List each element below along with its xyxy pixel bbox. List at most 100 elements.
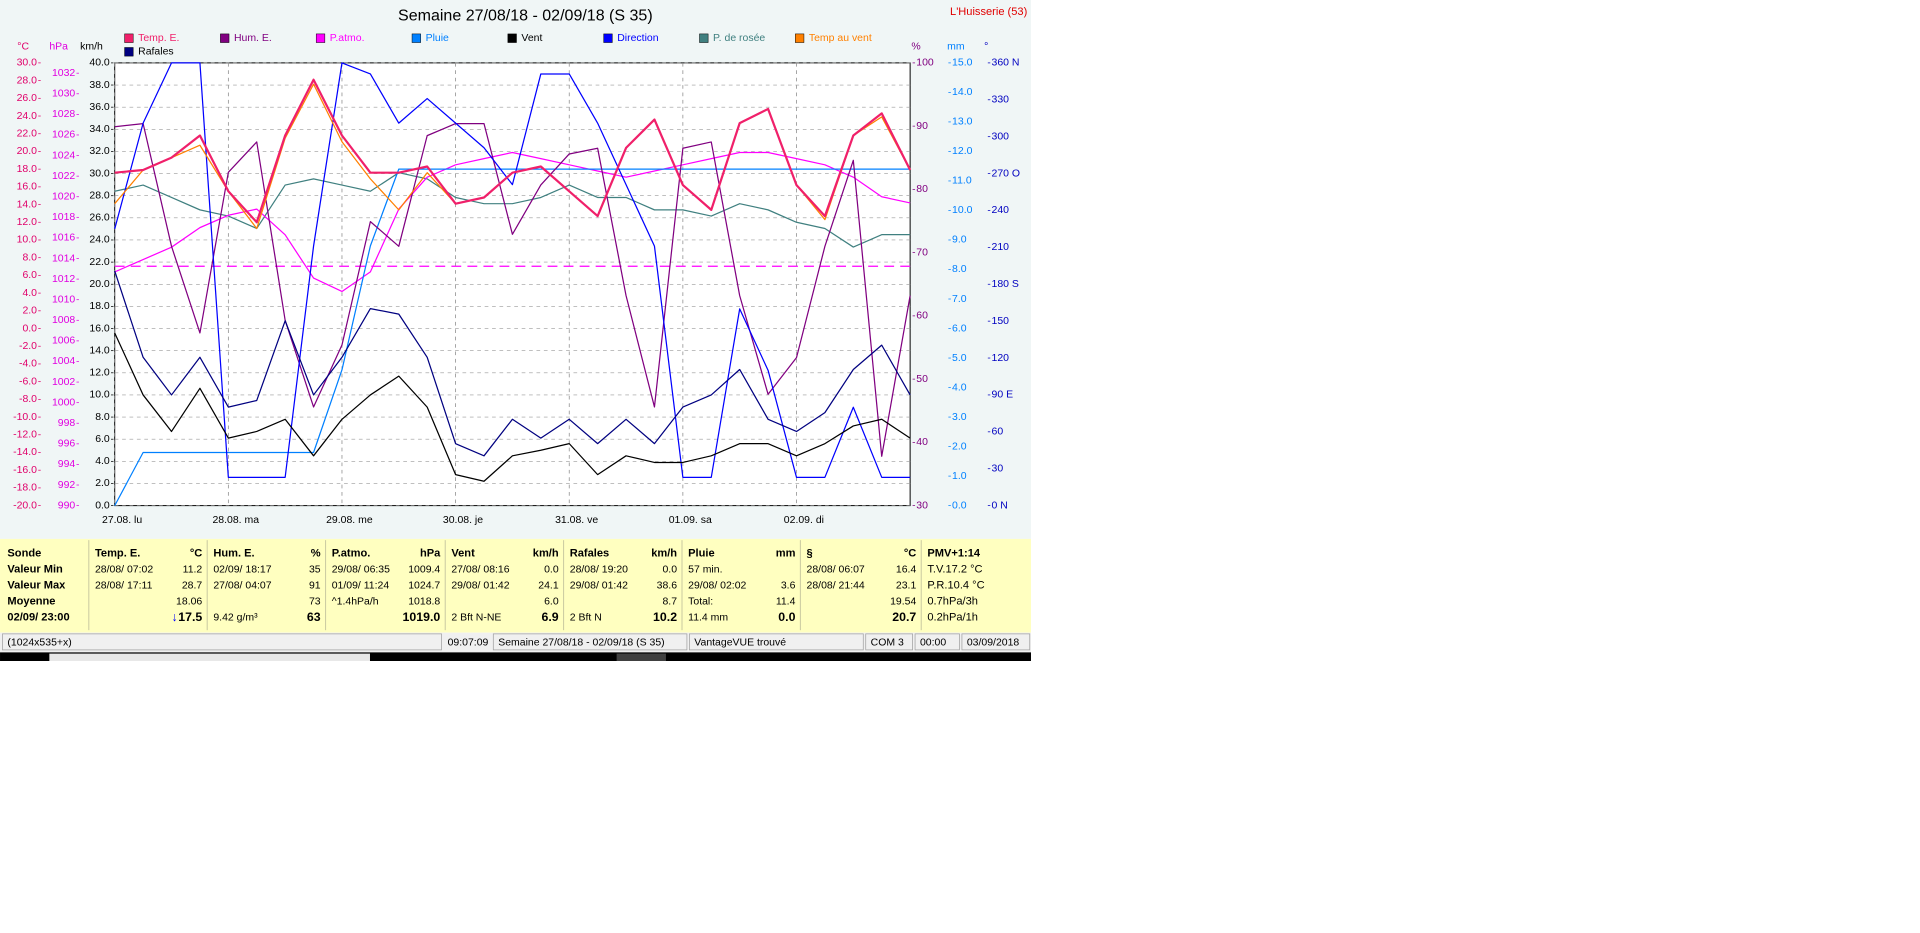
- cell-value: 35: [309, 565, 321, 576]
- y-tick-label: 1002: [52, 377, 75, 388]
- series-line: [114, 332, 911, 482]
- status-text: VantageVUE trouvé: [694, 637, 786, 648]
- x-tick-label: 27.08. lu: [102, 515, 142, 526]
- series-line: [114, 172, 911, 248]
- y-tick-label: 1030: [52, 89, 75, 100]
- y-tick-label: 12.0: [17, 217, 38, 228]
- y-tick-label: 210: [992, 242, 1010, 253]
- cell-text: 29/08/ 01:42: [451, 581, 509, 592]
- y-tick-label: 28.0: [17, 75, 38, 86]
- legend-label: Pluie: [426, 33, 449, 44]
- y-tick-label: 18.0: [17, 164, 38, 175]
- legend-swatch: [603, 33, 613, 43]
- y-tick-label: 4.0: [22, 288, 37, 299]
- y-tick-label: 30: [992, 463, 1004, 474]
- legend-swatch: [124, 47, 134, 57]
- y-tick-label: 0.0: [22, 323, 37, 334]
- column-unit: °C: [190, 548, 202, 560]
- y-tick-label: 11.0: [952, 176, 972, 187]
- y-tick-label: -18.0: [13, 483, 37, 494]
- cell-value: 11.2: [183, 565, 203, 576]
- extra-text: P.R.10.4 °C: [927, 580, 984, 592]
- cell-value: 23.1: [896, 581, 917, 592]
- y-tick-label: 9.0: [952, 235, 967, 246]
- y-tick-label: 24.0: [17, 111, 38, 122]
- legend-swatch: [795, 33, 805, 43]
- y-tick-label: 13.0: [952, 117, 973, 128]
- y-tick-label: 10.0: [952, 205, 973, 216]
- cell-value: 24.1: [538, 581, 559, 592]
- cell-text: 11.4 mm: [688, 613, 728, 624]
- y-tick-label: 1.0: [952, 471, 967, 482]
- legend-label: P.atmo.: [330, 33, 365, 44]
- y-tick-label: 26.0: [89, 213, 110, 224]
- y-tick-label: -16.0: [13, 465, 37, 476]
- y-tick-label: 1022: [52, 171, 75, 182]
- y-tick-label: 24.0: [89, 235, 110, 246]
- y-tick-label: 360 N: [992, 58, 1020, 69]
- row-label: Valeur Min: [7, 564, 63, 576]
- y-tick-label: 1012: [52, 274, 75, 285]
- legend-swatch: [411, 33, 421, 43]
- row-label: Valeur Max: [7, 580, 66, 592]
- y-tick-label: 1018: [52, 212, 75, 223]
- scroll-segment: [616, 653, 666, 661]
- axis-unit: %: [911, 42, 920, 53]
- column-unit: °C: [904, 548, 916, 560]
- y-tick-label: 0 N: [992, 500, 1008, 511]
- column-unit: %: [311, 548, 321, 560]
- cell-value: 1018.8: [408, 597, 440, 608]
- y-tick-label: 240: [992, 205, 1010, 216]
- y-tick-label: 32.0: [89, 146, 110, 157]
- y-tick-label: 30: [916, 500, 928, 511]
- status-panel: [914, 633, 960, 651]
- y-tick-label: 1020: [52, 192, 75, 203]
- y-tick-label: 8.0: [95, 412, 110, 423]
- y-tick-label: -20.0: [13, 500, 37, 511]
- trend-arrow: ↓: [171, 610, 177, 624]
- y-tick-label: 180 S: [992, 279, 1019, 290]
- y-tick-label: -12.0: [13, 430, 37, 441]
- cell-text: 2 Bft N: [570, 613, 602, 624]
- y-tick-label: 1004: [52, 356, 75, 367]
- legend-swatch: [699, 33, 709, 43]
- extra-text: T.V.17.2 °C: [927, 564, 982, 576]
- y-tick-label: 22.0: [89, 257, 110, 268]
- y-tick-label: 90 E: [992, 390, 1014, 401]
- y-tick-label: 70: [916, 247, 928, 258]
- y-tick-label: 40: [916, 437, 928, 448]
- axis-unit: km/h: [80, 42, 103, 53]
- scroll-thumb: [49, 653, 370, 661]
- cell-value: 73: [309, 597, 321, 608]
- x-tick-label: 02.09. di: [784, 515, 824, 526]
- status-text: 03/09/2018: [967, 637, 1020, 648]
- y-tick-label: 20.0: [89, 279, 110, 290]
- extra-text: 0.2hPa/1h: [927, 612, 978, 624]
- y-tick-label: 0.0: [952, 500, 967, 511]
- y-tick-label: 38.0: [89, 80, 110, 91]
- y-tick-label: 40.0: [89, 58, 110, 69]
- cell-value: 1024.7: [408, 581, 440, 592]
- y-tick-label: 998: [58, 418, 76, 429]
- y-tick-label: 1026: [52, 130, 75, 141]
- y-tick-label: 30.0: [89, 168, 110, 179]
- status-text: COM 3: [871, 637, 904, 648]
- legend-label: P. de rosée: [713, 33, 765, 44]
- cell-value: 19.54: [890, 597, 916, 608]
- cell-text: 2 Bft N-NE: [451, 613, 501, 624]
- y-tick-label: -4.0: [19, 359, 37, 370]
- y-tick-label: 36.0: [89, 102, 110, 113]
- y-tick-label: 5.0: [952, 353, 967, 364]
- y-tick-label: 7.0: [952, 294, 967, 305]
- cell-text: 01/09/ 11:24: [332, 581, 390, 592]
- y-tick-label: 3.0: [952, 412, 967, 423]
- column-header: Vent: [451, 548, 475, 560]
- y-tick-label: 20.0: [17, 146, 38, 157]
- cell-text: 28/08/ 17:11: [95, 581, 153, 592]
- series-line: [114, 168, 911, 506]
- y-tick-label: 90: [916, 121, 928, 132]
- chart-title: Semaine 27/08/18 - 02/09/18 (S 35): [398, 6, 653, 24]
- column-header: Rafales: [570, 548, 609, 560]
- y-tick-label: 992: [58, 480, 76, 491]
